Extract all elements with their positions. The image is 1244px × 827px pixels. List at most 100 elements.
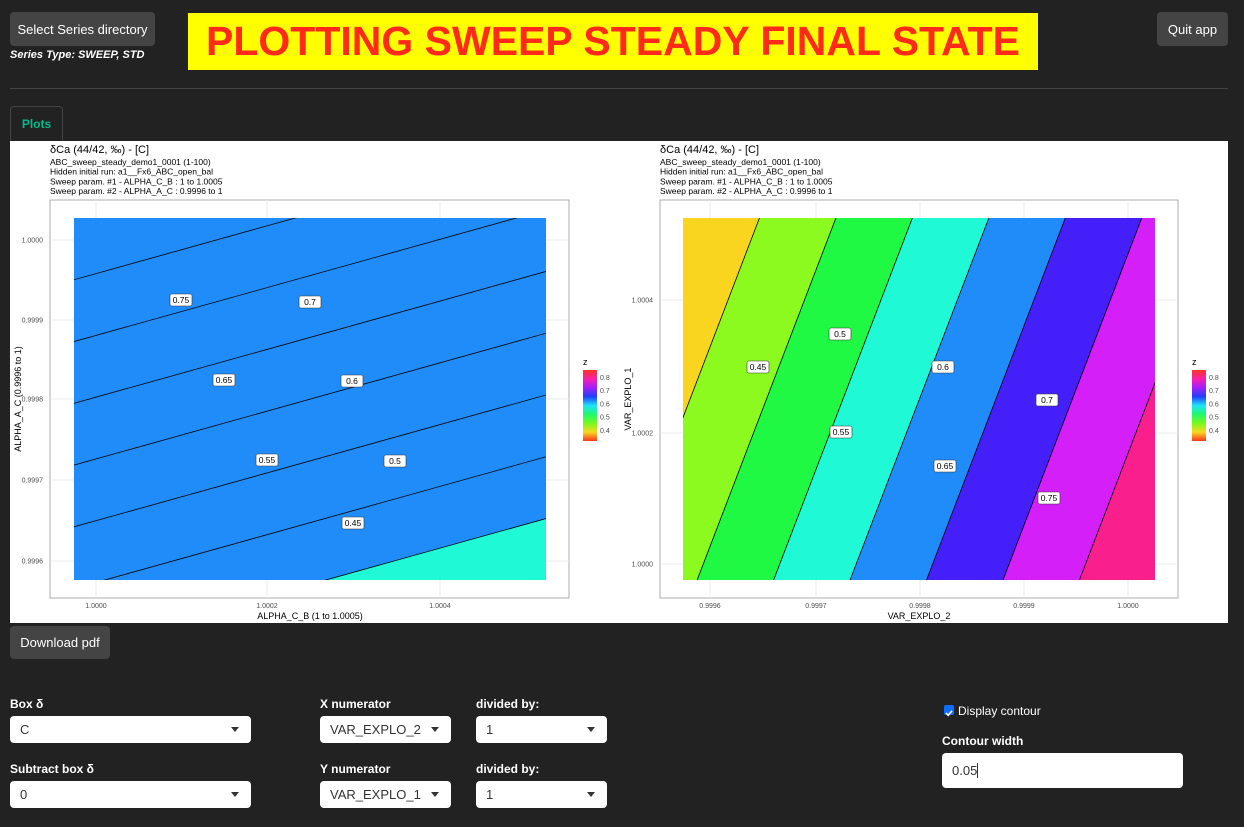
- check: [945, 710, 953, 717]
- legend-tick-label: 0.4: [600, 428, 610, 435]
- plot-subtitle: Hidden initial run: a1__Fx6_ABC_open_bal: [50, 167, 213, 177]
- contour-lines: [74, 218, 546, 580]
- contour-label-box: [298, 295, 322, 309]
- contour-line: [74, 394, 546, 528]
- y-tick-label: 0.9996: [22, 559, 44, 566]
- contour-label: 0.45: [750, 362, 767, 372]
- contour-width-label: Contour width: [942, 734, 1024, 748]
- contour-label-box: [212, 373, 236, 387]
- subtract-label: Subtract box δ: [10, 762, 94, 776]
- y-tick-label: 1.0000: [22, 238, 44, 245]
- legend-tick-label: 0.7: [600, 388, 610, 395]
- x-tick-label: 1.0000: [1117, 603, 1139, 610]
- plot-title: δCa (44/42, ‰) - [C]: [50, 144, 149, 156]
- plot-subtitle: ABC_sweep_steady_demo1_0001 (1-100): [50, 157, 211, 167]
- y-tick-label: 1.0004: [632, 298, 654, 305]
- box-value: C: [20, 722, 30, 737]
- contour-label-box: [829, 425, 853, 439]
- contour-line: [74, 332, 546, 466]
- display-contour-checkbox[interactable]: [944, 705, 954, 717]
- contour-line: [74, 271, 546, 404]
- x-tick-label: 0.9997: [805, 603, 827, 610]
- legend-tick-label: 0.8: [1209, 375, 1219, 382]
- download-button[interactable]: Download pdf: [10, 626, 110, 659]
- contour-lines: [683, 218, 1155, 580]
- contour-line: [683, 218, 760, 419]
- colorbar: [583, 370, 597, 441]
- plot-subtitle: Sweep param. #2 - ALPHA_A_C : 0.9996 to …: [660, 186, 833, 196]
- contour-line: [1079, 381, 1155, 580]
- legend-tick-label: 0.4: [1209, 428, 1219, 435]
- contour-line: [926, 218, 1066, 580]
- contour-label: 0.65: [937, 461, 954, 471]
- caret: [431, 727, 439, 732]
- box-select[interactable]: C: [10, 716, 251, 743]
- x-tick-label: 1.0000: [85, 603, 107, 610]
- contour-label: 0.6: [346, 376, 358, 386]
- y-tick-label: 1.0000: [632, 562, 654, 569]
- legend-tick-label: 0.5: [600, 415, 610, 422]
- contour-label: 0.75: [173, 295, 190, 305]
- plot-subtitle: Hidden initial run: a1__Fx6_ABC_open_bal: [660, 167, 823, 177]
- x-tick-label: 0.9996: [699, 603, 721, 610]
- tab-plots[interactable]: Plots: [10, 106, 63, 141]
- contour-label-box: [255, 453, 279, 467]
- y-tick-label: 1.0002: [632, 431, 654, 438]
- subtract-select[interactable]: 0: [10, 781, 251, 808]
- y-tick-label: 0.9998: [22, 397, 44, 404]
- contour-label-box: [1035, 393, 1059, 407]
- contour-label-box: [383, 454, 407, 468]
- plot-subtitle: Sweep param. #2 - ALPHA_A_C : 0.9996 to …: [50, 186, 223, 196]
- contour-line: [773, 218, 913, 580]
- y-numerator-select[interactable]: VAR_EXPLO_1: [320, 781, 451, 808]
- y-divided-value: 1: [486, 787, 494, 802]
- legend-tick-label: 0.6: [1209, 401, 1219, 408]
- divider: [10, 88, 1228, 89]
- contour-label-box: [341, 516, 365, 530]
- contour-line: [849, 218, 990, 580]
- y-numerator-value: VAR_EXPLO_1: [330, 787, 421, 802]
- y-divided-select[interactable]: 1: [476, 781, 607, 808]
- page-title: PLOTTING SWEEP STEADY FINAL STATE: [188, 13, 1038, 70]
- contour-label-box: [746, 360, 770, 374]
- contour-label-box: [169, 293, 193, 307]
- legend-tick-label: 0.8: [600, 375, 610, 382]
- y-axis-label: ALPHA_A_C (0.9996 to 1): [13, 346, 23, 452]
- contour-width-value: 0.05: [952, 763, 978, 778]
- legend-title: z: [1192, 357, 1197, 367]
- legend-tick-label: 0.5: [1209, 415, 1219, 422]
- cursor: [977, 763, 979, 778]
- contour-label: 0.75: [1041, 493, 1058, 503]
- x-tick-label: 0.9998: [909, 603, 931, 610]
- x-axis-label: VAR_EXPLO_2: [888, 611, 951, 621]
- select-series-button[interactable]: Select Series directory: [10, 12, 155, 46]
- caret: [587, 792, 595, 797]
- contour-label-box: [931, 360, 955, 374]
- contour-label: 0.5: [389, 456, 401, 466]
- y-divided-label: divided by:: [476, 762, 540, 776]
- x-divided-value: 1: [486, 722, 494, 737]
- contour-label-box: [340, 374, 364, 388]
- contour-label-box: [933, 459, 957, 473]
- caret: [587, 727, 595, 732]
- contour-label-box: [1037, 491, 1061, 505]
- legend-title: z: [583, 357, 588, 367]
- caret: [431, 792, 439, 797]
- contour-label: 0.7: [304, 297, 316, 307]
- x-divided-select[interactable]: 1: [476, 716, 607, 743]
- contour-width-input[interactable]: 0.05: [942, 753, 1183, 788]
- quit-button[interactable]: Quit app: [1157, 12, 1228, 46]
- plot-subtitle: ABC_sweep_steady_demo1_0001 (1-100): [660, 157, 821, 167]
- y-axis-label: VAR_EXPLO_1: [623, 368, 633, 431]
- contour-line: [74, 218, 518, 342]
- plots-area: δCa (44/42, ‰) - [C]ABC_sweep_steady_dem…: [10, 141, 1228, 623]
- display-contour-label: Display contour: [958, 704, 1041, 718]
- y-tick-label: 0.9997: [22, 478, 44, 485]
- box-label: Box δ: [10, 697, 44, 711]
- x-axis-label: ALPHA_C_B (1 to 1.0005): [257, 611, 363, 621]
- x-numerator-select[interactable]: VAR_EXPLO_2: [320, 716, 451, 743]
- x-tick-label: 0.9999: [1013, 603, 1035, 610]
- x-tick-label: 1.0004: [429, 603, 451, 610]
- contour-line: [103, 456, 546, 580]
- contour-line: [696, 218, 837, 580]
